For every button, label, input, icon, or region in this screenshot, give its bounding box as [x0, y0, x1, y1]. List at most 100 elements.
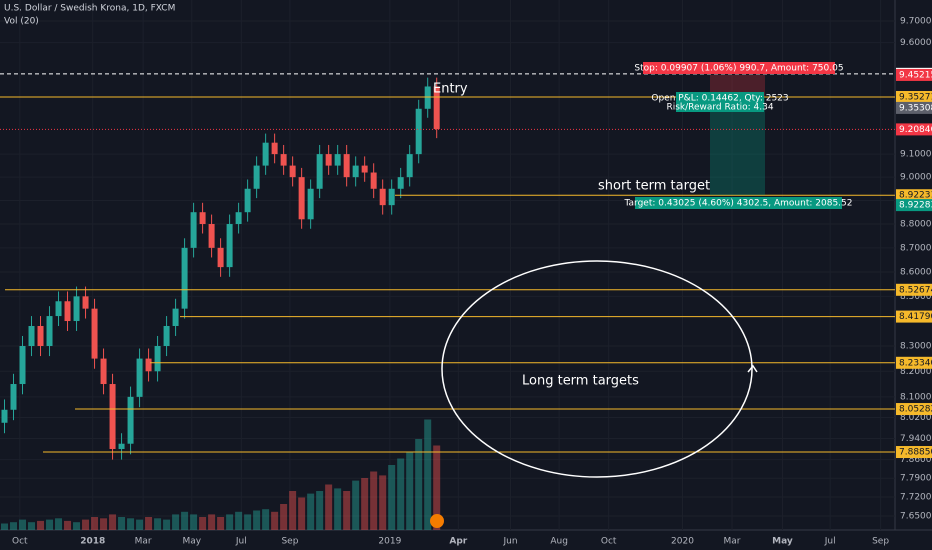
price-tag	[896, 123, 932, 136]
volume-bar	[370, 471, 378, 530]
price-label: 9.45215	[899, 70, 932, 80]
volume-bar	[325, 484, 333, 530]
trade-label: Target: 0.43025 (4.60%) 4302.5, Amount: …	[624, 199, 853, 209]
candle-body	[298, 177, 305, 220]
y-tick-label: 7.94000	[900, 434, 932, 444]
candle-body	[91, 308, 98, 359]
candle-body	[217, 247, 224, 268]
candle-body	[163, 325, 170, 346]
x-tick-label: Sep	[281, 537, 298, 547]
level-label: 8.41790	[899, 312, 932, 322]
candle-body	[280, 154, 287, 166]
y-tick-label: 8.02000	[900, 413, 932, 423]
level-label: 8.05282	[899, 405, 932, 415]
x-tick-label: 2019	[378, 537, 401, 547]
candle-body	[379, 188, 386, 206]
volume-bar	[379, 475, 387, 530]
volume-bar	[397, 458, 405, 530]
candle-body	[424, 86, 431, 109]
volume-bar	[352, 480, 360, 530]
volume-bar	[289, 491, 297, 530]
volume-bar	[163, 519, 171, 530]
chart-title: U.S. Dollar / Swedish Krona, 1D, FXCM	[4, 4, 175, 14]
candle-body	[325, 154, 332, 166]
level-tag	[896, 310, 932, 323]
volume-bar	[334, 488, 342, 530]
candle-body	[415, 108, 422, 155]
trade-box	[635, 197, 842, 209]
candle-body	[307, 188, 314, 220]
x-tick-label: Mar	[724, 537, 741, 547]
level-label: 8.92231	[899, 191, 932, 201]
level-label: 9.35271	[899, 92, 932, 102]
candle-body	[118, 443, 125, 449]
candle-body	[235, 212, 242, 225]
candle-body	[208, 224, 215, 248]
x-tick-label: Oct	[12, 537, 28, 547]
volume-bar	[280, 504, 288, 530]
volume-bar	[73, 522, 81, 530]
volume-bar	[10, 522, 18, 530]
candle-body	[316, 154, 323, 189]
stop-zone	[710, 74, 765, 97]
volume-bar	[46, 519, 54, 530]
annotation: Entry	[433, 82, 468, 97]
trade-label: Stop: 0.09907 (1.06%) 990.7, Amount: 750…	[634, 64, 843, 74]
trade-label: Risk/Reward Ratio: 4.34	[666, 103, 773, 113]
x-tick-label: Aug	[550, 537, 568, 547]
trade-label: Open P&L: 0.14462, Qty: 2523	[651, 94, 788, 104]
x-tick-label: Jul	[235, 537, 247, 547]
y-tick-label: 9.10000	[900, 150, 932, 160]
target-zone	[710, 96, 765, 196]
price-tag	[896, 199, 932, 212]
annotation: short term target	[598, 179, 710, 194]
candle-body	[262, 142, 269, 166]
y-tick-label: 9.00000	[900, 173, 932, 183]
candle-body	[55, 301, 62, 317]
volume-bar	[217, 517, 225, 530]
candle-body	[181, 247, 188, 309]
volume-bar	[118, 517, 126, 530]
volume-bar	[109, 514, 117, 530]
candle-body	[199, 212, 206, 225]
volume-bar	[316, 491, 324, 530]
candle-body	[289, 165, 296, 178]
volume-bar	[235, 511, 243, 530]
x-tick-label: Apr	[449, 537, 467, 547]
candle-body	[352, 165, 359, 178]
y-tick-label: 7.79000	[900, 474, 932, 484]
y-tick-label: 8.50000	[900, 292, 932, 302]
volume-bar	[172, 514, 180, 530]
candle-body	[145, 358, 152, 372]
volume-bar	[262, 509, 270, 530]
trade-box	[643, 62, 835, 74]
y-tick-label: 8.80000	[900, 220, 932, 230]
volume-bar	[298, 497, 306, 530]
y-tick-label: 8.60000	[900, 267, 932, 277]
y-tick-label: 9.70000	[900, 16, 932, 26]
x-tick-label: May	[182, 537, 201, 547]
volume-bar	[424, 419, 432, 530]
y-tick-label: 7.72000	[900, 493, 932, 503]
annotation: Long term targets	[522, 374, 639, 389]
volume-bar	[100, 518, 108, 530]
candle-body	[343, 154, 350, 178]
candle-body	[271, 142, 278, 155]
candle-body	[46, 316, 53, 346]
candle-body	[433, 86, 440, 130]
volume-bar	[127, 518, 135, 530]
volume-label: Vol (20)	[4, 17, 39, 27]
volume-bar	[91, 517, 99, 530]
volume-bar	[190, 514, 198, 530]
volume-bar	[55, 518, 63, 530]
candle-body	[127, 396, 134, 444]
volume-bar	[388, 465, 396, 530]
price-tag	[896, 68, 932, 81]
volume-bar	[82, 519, 90, 530]
y-tick-label: 8.20000	[900, 367, 932, 377]
event-icon[interactable]	[430, 514, 444, 528]
price-label: 9.35308	[899, 103, 932, 113]
x-tick-label: Jun	[502, 537, 517, 547]
